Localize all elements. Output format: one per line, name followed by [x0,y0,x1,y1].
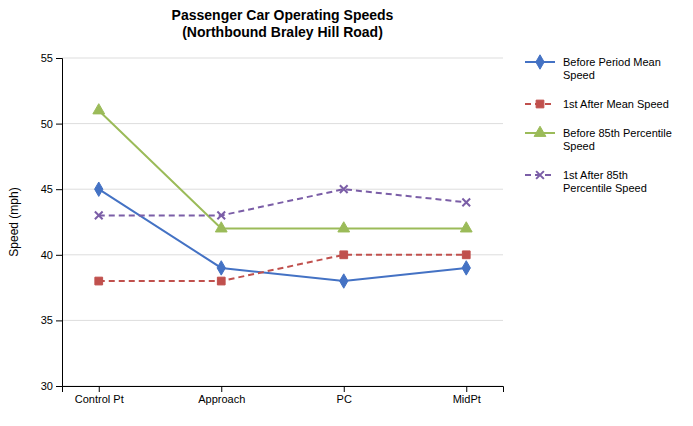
marker [217,212,225,220]
x-tick: MidPt [453,386,481,405]
marker [95,182,103,196]
x-tick-label: MidPt [453,393,481,405]
y-tick-label: 50 [41,118,53,130]
y-tick-label: 45 [41,183,53,195]
y-tick: 45 [41,183,62,195]
grid-line [62,320,503,321]
chart-container: Passenger Car Operating Speeds(Northboun… [0,0,693,426]
y-tick-mark [56,189,62,190]
x-tick-label: PC [337,393,352,405]
legend-item: Before 85th PercentileSpeed [525,126,672,152]
legend-label: 1st After 85thPercentile Speed [563,169,647,194]
marker [215,222,227,232]
y-tick-mark [56,58,62,59]
marker [460,222,472,232]
line [99,189,467,281]
y-axis-line [56,59,63,387]
x-axis-line [63,387,504,393]
marker [217,261,225,275]
x-tick-mark [344,386,345,392]
y-tick-label: 30 [41,380,53,392]
y-tick-label: 55 [41,52,53,64]
y-tick-mark [56,386,62,387]
marks [93,104,472,289]
series [93,104,472,232]
x-tick-mark [466,386,467,392]
marker [462,198,470,206]
x-tick-mark [221,386,222,392]
grid-line [62,123,503,124]
legend-marker [536,100,544,108]
grid-line [62,58,503,59]
y-tick: 50 [41,118,62,130]
legend-item: 1st After 85thPercentile Speed [525,169,647,194]
y-tick: 30 [41,380,62,392]
marker [95,277,103,285]
y-axis-title: Speed (mph) [7,187,21,256]
marker [93,104,105,114]
legend-label: Before Period MeanSpeed [563,56,661,81]
legend: Before Period MeanSpeed 1st After Mean Sp… [525,55,672,194]
legend-label: Before 85th PercentileSpeed [563,127,672,152]
title: Passenger Car Operating Speeds(Northboun… [172,7,394,40]
legend-item: 1st After Mean Speed [525,98,669,110]
x-tick: Control Pt [75,386,124,405]
plot: Control Pt Approach PC MidPt 30 35 40 45 50 55 [41,52,504,405]
grid [62,58,503,386]
y-tick-mark [56,320,62,321]
series [95,182,471,288]
series [95,185,470,219]
marker [462,261,470,275]
series [95,251,470,285]
grid-line [62,189,503,190]
legend-marker [536,55,544,69]
marker [338,222,350,232]
legend-label: 1st After Mean Speed [563,98,669,110]
legend-item: Before Period MeanSpeed [525,55,661,81]
x-tick-label: Approach [198,393,245,405]
y-tick-label: 40 [41,249,53,261]
y-tick-mark [56,124,62,125]
y-axis: 30 35 40 45 50 55 [41,52,63,392]
marker [217,277,225,285]
marker [340,251,348,259]
y-tick: 40 [41,249,62,261]
line [99,110,467,228]
marker [340,274,348,288]
x-tick: Approach [198,386,245,405]
marker [340,185,348,193]
legend-marker [534,126,546,136]
x-axis: Control Pt Approach PC MidPt [63,386,504,405]
y-tick: 35 [41,314,62,326]
chart: Passenger Car Operating Speeds(Northboun… [0,0,693,426]
y-tick-mark [56,255,62,256]
x-tick-label: Control Pt [75,393,124,405]
x-tick: PC [337,386,352,405]
x-tick-mark [99,386,100,392]
y-tick: 55 [41,52,62,64]
legend-marker [536,171,544,179]
marker [95,212,103,220]
line [99,255,467,281]
marker [462,251,470,259]
line [99,189,467,215]
y-tick-label: 35 [41,314,53,326]
